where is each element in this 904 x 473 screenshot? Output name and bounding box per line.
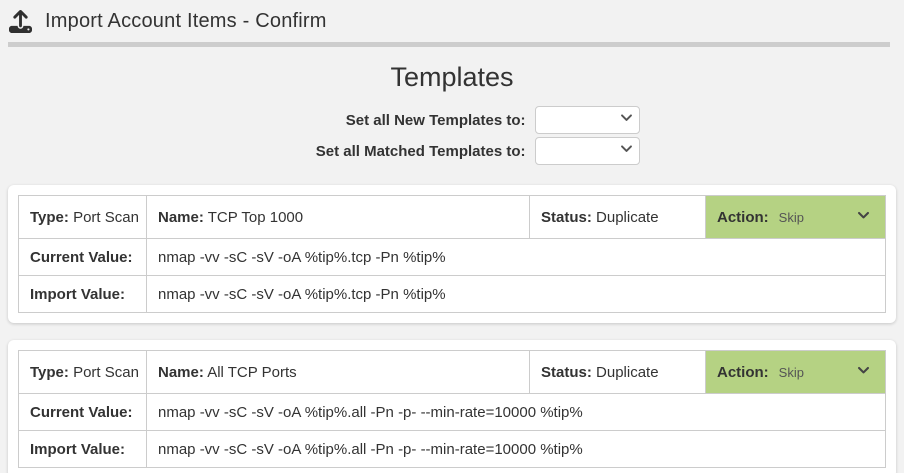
current-value: nmap -vv -sC -sV -oA %tip%.tcp -Pn %tip% (146, 238, 886, 276)
item-action-cell: Action: Skip (705, 350, 886, 394)
set-all-matched-templates-row: Set all Matched Templates to: (0, 137, 904, 165)
action-label: Action: (717, 208, 769, 226)
type-label: Type: (30, 363, 69, 381)
import-value-label: Import Value: (18, 430, 147, 468)
item-header-row: Type: Port Scan Name: TCP Top 1000 Statu… (18, 195, 886, 239)
item-name-cell: Name: All TCP Ports (146, 350, 530, 394)
import-value: nmap -vv -sC -sV -oA %tip%.all -Pn -p- -… (146, 430, 886, 468)
action-label: Action: (717, 363, 769, 381)
item-status-cell: Status: Duplicate (529, 350, 706, 394)
set-all-new-templates-select[interactable] (534, 106, 640, 134)
name-value: TCP Top 1000 (207, 208, 304, 226)
item-status-cell: Status: Duplicate (529, 195, 706, 239)
name-label: Name: (158, 208, 204, 226)
set-all-matched-templates-label: Set all Matched Templates to: (315, 142, 526, 160)
status-value: Duplicate (596, 363, 659, 381)
item-import-row: Import Value: nmap -vv -sC -sV -oA %tip%… (18, 430, 886, 468)
template-item-card: Type: Port Scan Name: TCP Top 1000 Statu… (8, 185, 896, 323)
item-current-row: Current Value: nmap -vv -sC -sV -oA %tip… (18, 238, 886, 276)
type-value: Port Scan (73, 208, 139, 226)
upload-icon (9, 10, 32, 33)
current-value: nmap -vv -sC -sV -oA %tip%.all -Pn -p- -… (146, 393, 886, 431)
item-name-cell: Name: TCP Top 1000 (146, 195, 530, 239)
type-label: Type: (30, 208, 69, 226)
page-header: Import Account Items - Confirm (0, 0, 904, 39)
import-value-label: Import Value: (18, 275, 147, 313)
name-label: Name: (158, 363, 204, 381)
item-action-cell: Action: Skip (705, 195, 886, 239)
type-value: Port Scan (73, 363, 139, 381)
status-label: Status: (541, 208, 592, 226)
template-item-card: Type: Port Scan Name: All TCP Ports Stat… (8, 340, 896, 473)
item-type-cell: Type: Port Scan (18, 195, 147, 239)
current-value-label: Current Value: (18, 393, 147, 431)
item-header-row: Type: Port Scan Name: All TCP Ports Stat… (18, 350, 886, 394)
templates-heading: Templates (390, 62, 514, 92)
status-label: Status: (541, 363, 592, 381)
item-import-row: Import Value: nmap -vv -sC -sV -oA %tip%… (18, 275, 886, 313)
current-value-label: Current Value: (18, 238, 147, 276)
set-all-new-templates-row: Set all New Templates to: (0, 106, 904, 134)
template-item-table: Type: Port Scan Name: All TCP Ports Stat… (18, 350, 886, 468)
set-all-matched-templates-select[interactable] (534, 137, 640, 165)
name-value: All TCP Ports (207, 363, 297, 381)
action-select[interactable]: Skip (774, 204, 874, 230)
template-item-table: Type: Port Scan Name: TCP Top 1000 Statu… (18, 195, 886, 313)
action-select[interactable]: Skip (774, 359, 874, 385)
page-title: Import Account Items - Confirm (45, 10, 327, 32)
import-value: nmap -vv -sC -sV -oA %tip%.tcp -Pn %tip% (146, 275, 886, 313)
item-current-row: Current Value: nmap -vv -sC -sV -oA %tip… (18, 393, 886, 431)
header-divider (8, 42, 890, 47)
status-value: Duplicate (596, 208, 659, 226)
set-all-new-templates-label: Set all New Templates to: (345, 111, 526, 129)
item-type-cell: Type: Port Scan (18, 350, 147, 394)
